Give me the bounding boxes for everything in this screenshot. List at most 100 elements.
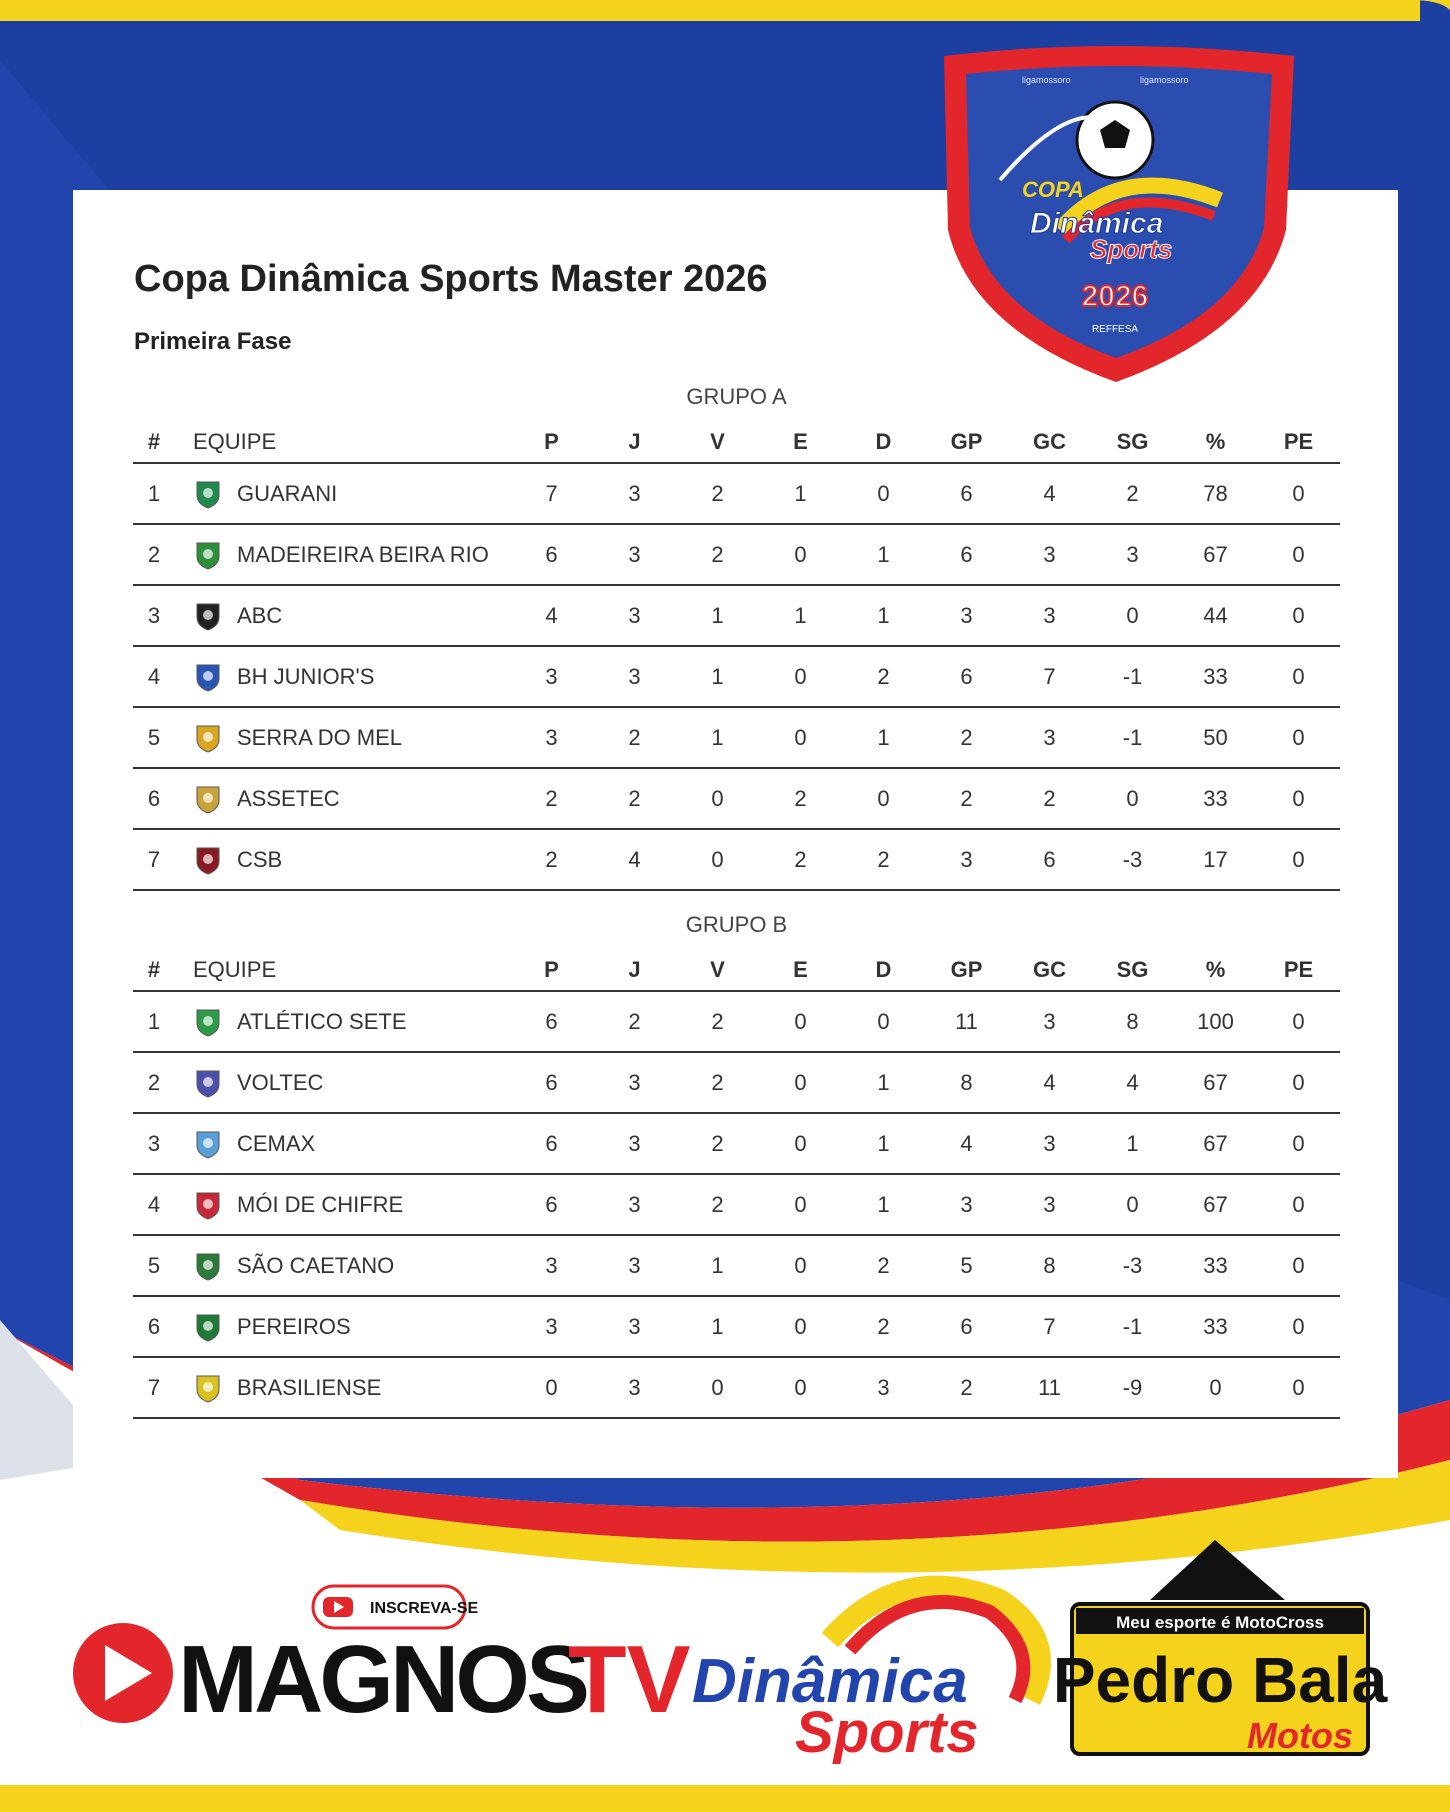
stat: 2	[925, 768, 1008, 830]
team-cell: BRASILIENSE	[175, 1357, 510, 1419]
stat: 0	[1091, 585, 1174, 647]
stat: -1	[1091, 646, 1174, 708]
team-row: 5 SÃO CAETANO 3 3 1 0 2 5 8 -3 33 0	[133, 1235, 1340, 1297]
stat: 8	[1091, 991, 1174, 1053]
team-row: 5 SERRA DO MEL 3 2 1 0 1 2 3 -1 50 0	[133, 707, 1340, 769]
team-name: MÓI DE CHIFRE	[237, 1191, 404, 1217]
stat: 0	[759, 646, 842, 708]
stat: 4	[1008, 1052, 1091, 1114]
stat: 2	[842, 1235, 925, 1297]
team-name: BH JUNIOR'S	[237, 663, 375, 689]
stat: 2	[510, 768, 593, 830]
team-badge	[196, 1131, 220, 1159]
logo-social: ligamossoro	[1022, 75, 1071, 85]
team: ATLÉTICO SETE	[193, 1006, 509, 1038]
stat: 2	[842, 829, 925, 891]
stat: 2	[1008, 768, 1091, 830]
stat: 0	[842, 991, 925, 1053]
column-header: GP	[925, 422, 1008, 464]
stat: 0	[759, 1357, 842, 1419]
team-row: 1 GUARANI 7 3 2 1 0 6 4 2 78 0	[133, 463, 1340, 525]
stat: 0	[1257, 991, 1340, 1053]
team: BRASILIENSE	[193, 1372, 509, 1404]
position: 6	[133, 768, 175, 830]
position: 5	[133, 1235, 175, 1297]
group-title: GRUPO A	[686, 384, 787, 409]
team-name: SÃO CAETANO	[237, 1252, 395, 1278]
stat: 67	[1174, 524, 1257, 586]
stat: 33	[1174, 768, 1257, 830]
position: 1	[133, 463, 175, 525]
stat: 2	[593, 707, 676, 769]
position: 5	[133, 707, 175, 769]
stat: 6	[510, 991, 593, 1053]
team-cell: CSB	[175, 829, 510, 891]
column-header: D	[842, 950, 925, 992]
stat: 3	[1008, 524, 1091, 586]
stat: -9	[1091, 1357, 1174, 1419]
stat: 7	[1008, 646, 1091, 708]
team-badge	[196, 1375, 220, 1403]
stat: 0	[1257, 1357, 1340, 1419]
stat: 3	[593, 1052, 676, 1114]
team-badge	[196, 1192, 220, 1220]
logo-social: ligamossoro	[1140, 75, 1189, 85]
stat: 1	[1091, 1113, 1174, 1175]
team-cell: GUARANI	[175, 463, 510, 525]
stat: 0	[676, 829, 759, 891]
column-header: #	[133, 422, 175, 464]
position: 4	[133, 1174, 175, 1236]
team-name: CSB	[237, 846, 283, 872]
stat: 2	[593, 991, 676, 1053]
stat: 2	[676, 1113, 759, 1175]
stat: -1	[1091, 1296, 1174, 1358]
stat: 0	[676, 768, 759, 830]
stat: 0	[759, 524, 842, 586]
stat: 17	[1174, 829, 1257, 891]
team-badge	[196, 786, 220, 814]
stat: 8	[925, 1052, 1008, 1114]
stat: 1	[759, 585, 842, 647]
stat: 6	[925, 1296, 1008, 1358]
team-row: 7 BRASILIENSE 0 3 0 0 3 2 11 -9 0 0	[133, 1357, 1340, 1419]
team-name: BRASILIENSE	[237, 1374, 382, 1400]
team: CSB	[193, 844, 509, 876]
stat: 6	[925, 524, 1008, 586]
stat: 78	[1174, 463, 1257, 525]
stat: 44	[1174, 585, 1257, 647]
stat: 100	[1174, 991, 1257, 1053]
team: GUARANI	[193, 478, 509, 510]
team-cell: ASSETEC	[175, 768, 510, 830]
stat: 3	[593, 585, 676, 647]
stat: 1	[842, 1174, 925, 1236]
stat: 0	[1257, 1174, 1340, 1236]
team-cell: SERRA DO MEL	[175, 707, 510, 769]
stat: 3	[925, 829, 1008, 891]
team-badge	[196, 847, 220, 875]
stat: 4	[1008, 463, 1091, 525]
team-badge	[196, 1070, 220, 1098]
stat: -1	[1091, 707, 1174, 769]
stat: 2	[759, 768, 842, 830]
table-body: 1 ATLÉTICO SETE 6 2 2 0 0 11 3 8 100 0 2 VOLTEC 6 3 2 0 1 8…	[133, 991, 1340, 1419]
stat: 3	[593, 1174, 676, 1236]
stat: 1	[676, 585, 759, 647]
stat: 2	[593, 768, 676, 830]
stat: 2	[842, 1296, 925, 1358]
stat: 3	[510, 646, 593, 708]
stat: 0	[759, 707, 842, 769]
stat: 2	[676, 1052, 759, 1114]
column-header: J	[593, 422, 676, 464]
stat: 1	[842, 1052, 925, 1114]
team-name: VOLTEC	[237, 1069, 324, 1095]
standings-table: # EQUIPE P J V E D GP GC SG% PE 1 ATLÉTICO SETE 6 2 2 0 0…	[133, 950, 1340, 1419]
team-badge	[196, 725, 220, 753]
title: Copa Dinâmica Sports Master 2026	[134, 258, 768, 300]
stat: 2	[759, 829, 842, 891]
stat: 0	[510, 1357, 593, 1419]
logo-brand2: Sports	[1090, 234, 1172, 264]
stat: 5	[925, 1235, 1008, 1297]
stat: 3	[1008, 707, 1091, 769]
team-row: 6 ASSETEC 2 2 0 2 0 2 2 0 33 0	[133, 768, 1340, 830]
stat: -3	[1091, 1235, 1174, 1297]
